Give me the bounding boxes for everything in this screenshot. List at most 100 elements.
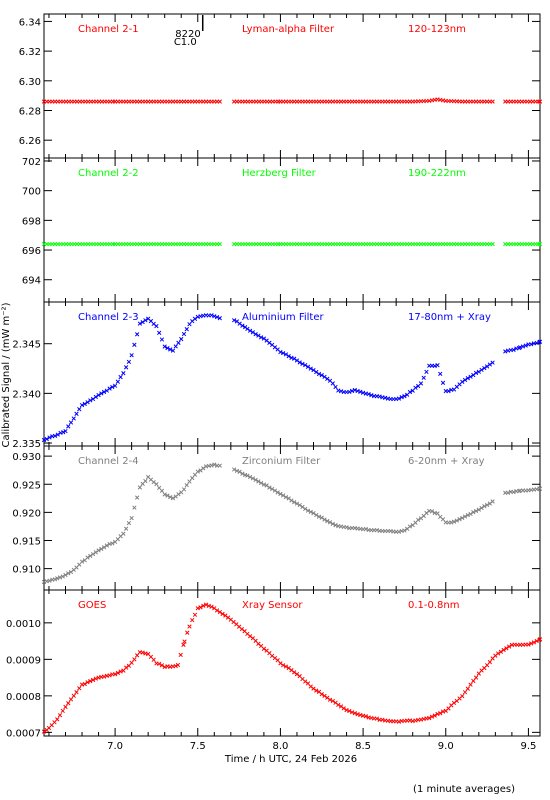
data-point xyxy=(115,379,121,384)
data-point xyxy=(256,333,261,338)
data-point xyxy=(490,360,495,365)
data-point xyxy=(101,389,107,395)
data-point xyxy=(465,686,470,691)
data-point xyxy=(63,428,68,434)
data-point xyxy=(198,605,203,610)
panel-frame xyxy=(43,301,541,447)
data-point xyxy=(88,553,93,559)
data-point xyxy=(363,526,369,532)
panel-frame xyxy=(43,13,541,159)
data-point xyxy=(66,701,71,706)
data-point xyxy=(129,353,134,358)
data-point xyxy=(435,511,440,516)
data-series xyxy=(41,97,543,104)
data-point xyxy=(129,660,134,665)
data-point xyxy=(190,617,195,623)
data-point xyxy=(245,473,250,478)
data-point xyxy=(154,323,159,329)
data-point xyxy=(407,524,413,529)
data-point xyxy=(292,500,297,505)
data-point xyxy=(247,328,253,333)
data-point xyxy=(47,435,52,440)
data-point xyxy=(96,548,101,553)
data-point xyxy=(118,374,123,380)
data-point xyxy=(159,488,165,493)
panel-label: Xray Sensor xyxy=(242,600,303,611)
y-tick-label: 702 xyxy=(22,157,41,168)
data-point xyxy=(104,543,109,548)
data-point xyxy=(178,652,183,658)
data-point xyxy=(303,506,308,512)
data-point xyxy=(90,551,96,557)
panel-label: Channel 2-3 xyxy=(78,312,139,323)
data-point xyxy=(121,531,126,536)
data-point xyxy=(297,502,302,508)
data-point xyxy=(217,316,222,321)
data-point xyxy=(344,707,349,713)
panel-label: GOES xyxy=(78,600,106,611)
panel-label: 190-222nm xyxy=(408,168,466,179)
data-point xyxy=(322,374,327,380)
data-point xyxy=(476,507,481,512)
data-point xyxy=(132,342,137,347)
chart-panels: 6.26 6.28 6.30 6.32 6.34 Channel 2-1 Lyman-alp… xyxy=(6,13,543,739)
data-point xyxy=(523,343,528,348)
data-point xyxy=(61,430,66,435)
x-tick-labels: 7.0 7.5 8.0 8.5 9.0 9.5 xyxy=(107,741,536,752)
data-point xyxy=(476,369,481,374)
y-tick-label: 0.0010 xyxy=(6,619,41,630)
data-point xyxy=(471,678,476,684)
data-point xyxy=(190,475,195,481)
data-point xyxy=(57,575,63,580)
data-point xyxy=(245,326,250,332)
data-point xyxy=(482,365,487,371)
data-point xyxy=(203,602,209,607)
data-point xyxy=(460,379,465,384)
data-point xyxy=(209,604,214,609)
data-point xyxy=(71,693,76,698)
data-point xyxy=(358,389,363,394)
data-point xyxy=(292,670,297,675)
data-point xyxy=(482,504,487,509)
data-point xyxy=(505,490,511,495)
data-point xyxy=(121,371,126,376)
data-point xyxy=(88,398,93,403)
data-point xyxy=(237,321,242,326)
data-point xyxy=(168,347,173,352)
data-point xyxy=(498,649,504,654)
flare-class-label: C1.0 xyxy=(174,37,197,48)
y-tick-label: 0.930 xyxy=(12,452,41,463)
data-point xyxy=(82,681,87,687)
data-point xyxy=(250,476,256,481)
data-point xyxy=(143,478,148,484)
y-tick-label: 696 xyxy=(22,246,41,257)
data-point xyxy=(427,715,432,721)
data-point xyxy=(468,374,473,379)
data-point xyxy=(363,714,369,719)
data-point xyxy=(214,314,220,320)
data-point xyxy=(451,700,457,706)
x-tick-label: 8.0 xyxy=(272,741,288,752)
data-point xyxy=(369,393,374,398)
data-point xyxy=(286,354,291,359)
data-point xyxy=(162,492,167,497)
data-point xyxy=(294,501,300,506)
data-point xyxy=(460,515,465,521)
flare-marker: 8220 C1.0 xyxy=(174,15,204,48)
data-point xyxy=(55,576,60,581)
data-point xyxy=(352,387,357,393)
data-point xyxy=(63,704,68,710)
data-point xyxy=(314,369,319,375)
data-point xyxy=(143,318,148,323)
data-point xyxy=(487,659,493,665)
data-point xyxy=(90,677,96,683)
y-tick-label: 0.0009 xyxy=(6,655,41,666)
panel-label: Lyman-alpha Filter xyxy=(242,24,335,35)
data-point xyxy=(181,487,187,492)
data-point xyxy=(303,679,308,684)
data-point xyxy=(214,608,220,613)
data-point xyxy=(162,344,167,349)
data-point xyxy=(314,512,319,518)
data-point xyxy=(536,99,541,104)
data-point xyxy=(223,613,228,618)
